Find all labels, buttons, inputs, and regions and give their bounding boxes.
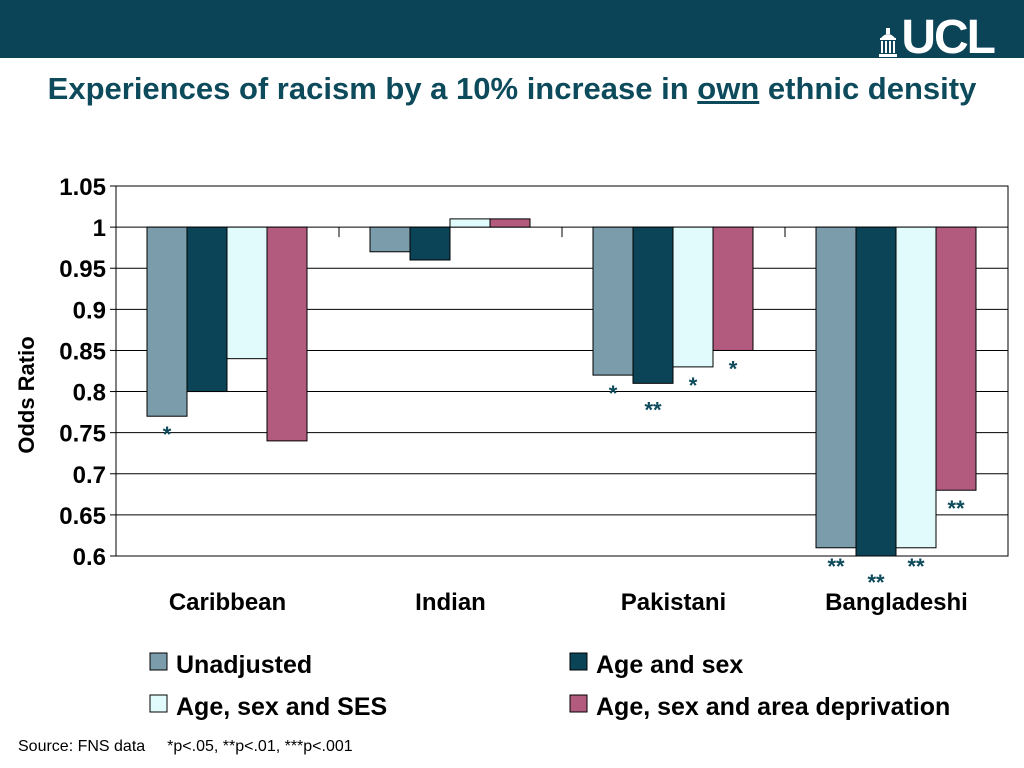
ucl-logo: UCL	[879, 11, 996, 64]
category-label: Caribbean	[169, 589, 286, 616]
significance-label: **	[947, 496, 965, 521]
legend-swatch	[569, 652, 588, 671]
significance-label: **	[867, 570, 885, 595]
significance-label: **	[827, 554, 845, 579]
category-label: Pakistani	[621, 589, 726, 616]
legend-label: Unadjusted	[176, 651, 312, 679]
source-note: Source: FNS data *p<.05, **p<.01, ***p<.0…	[18, 738, 375, 756]
significance-note: *p<.05, **p<.01, ***p<.001	[167, 738, 353, 755]
bar	[449, 218, 491, 228]
legend-label: Age and sex	[596, 651, 743, 679]
legend-label: Age, sex and SES	[176, 693, 387, 721]
legend-swatch	[149, 652, 168, 671]
significance-label: **	[907, 554, 925, 579]
y-tick-label: 1	[93, 215, 106, 242]
bar	[186, 226, 228, 393]
page-title: Experiences of racism by a 10% increase …	[40, 68, 984, 109]
y-tick-label: 0.75	[59, 421, 106, 448]
title-part1: Experiences of racism by a 10% increase …	[47, 71, 698, 106]
legend-swatch	[149, 694, 168, 713]
bar	[815, 226, 857, 549]
category-label: Bangladeshi	[825, 589, 968, 616]
bar	[672, 226, 714, 368]
significance-label: *	[689, 373, 698, 398]
significance-label: **	[644, 397, 662, 422]
bar	[409, 226, 451, 261]
title-part2: ethnic density	[759, 71, 977, 106]
portico-icon	[879, 28, 898, 57]
title-underlined: own	[697, 71, 760, 106]
significance-label: *	[163, 422, 172, 447]
bar	[369, 226, 411, 253]
legend-swatch	[569, 694, 588, 713]
bar	[489, 218, 531, 228]
bar	[895, 226, 937, 549]
plot-area	[115, 185, 1009, 557]
bar	[592, 226, 634, 376]
y-tick-label: 0.85	[59, 338, 106, 365]
category-label: Indian	[415, 589, 486, 616]
y-axis-label: Odds Ratio	[14, 336, 39, 453]
y-tick-label: 0.65	[59, 503, 106, 530]
bar	[632, 226, 674, 384]
bar	[146, 226, 188, 417]
header-bar	[0, 0, 1024, 58]
logo-text: UCL	[901, 11, 996, 64]
y-tick-label: 0.9	[73, 297, 106, 324]
bar	[855, 226, 897, 557]
bar	[226, 226, 268, 360]
bar	[712, 226, 754, 351]
y-tick-label: 0.8	[73, 380, 106, 407]
significance-label: *	[609, 381, 618, 406]
y-tick-label: 1.05	[59, 174, 106, 201]
bar	[935, 226, 977, 491]
bar	[266, 226, 308, 442]
y-tick-label: 0.7	[73, 462, 106, 489]
legend-label: Age, sex and area deprivation	[596, 693, 950, 721]
y-tick-label: 0.6	[73, 544, 106, 571]
significance-label: *	[729, 356, 738, 381]
y-tick-label: 0.95	[59, 256, 106, 283]
source-label: Source: FNS data	[18, 738, 146, 755]
